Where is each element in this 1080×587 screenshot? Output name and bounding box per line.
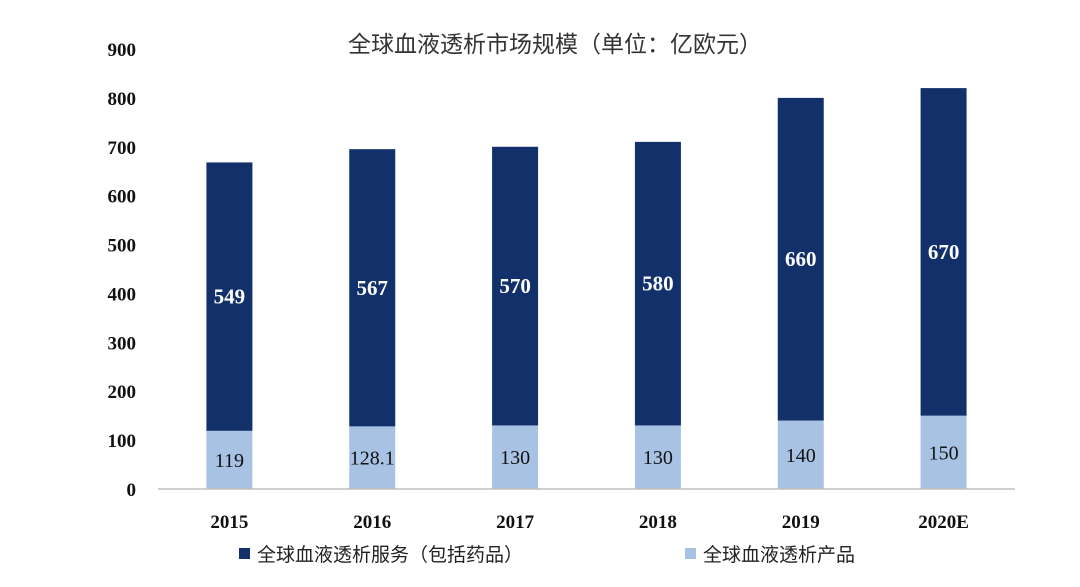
data-label-product: 128.1 — [350, 448, 395, 470]
data-label-product: 119 — [215, 450, 244, 472]
bar-service-2017 — [492, 146, 539, 426]
legend: 全球血液透析服务（包括药品） 全球血液透析产品 — [239, 544, 855, 566]
x-tick-label: 2015 — [210, 512, 248, 533]
x-tick-label: 2018 — [639, 512, 677, 533]
bar-product-2020E — [920, 415, 967, 489]
data-label-service: 567 — [357, 276, 389, 300]
y-tick-label: 600 — [108, 187, 137, 208]
legend-label: 全球血液透析服务（包括药品） — [257, 544, 523, 566]
legend-swatch — [685, 548, 696, 559]
chart-title: 全球血液透析市场规模（单位：亿欧元） — [348, 32, 762, 58]
legend-swatch — [239, 548, 250, 559]
data-label-product: 150 — [929, 442, 959, 464]
bar-service-2019 — [777, 97, 824, 421]
y-axis: 0 100 200 300 400 500 600 700 800 900 — [108, 40, 137, 501]
x-axis: 2015 2016 2017 2018 2019 2020E — [210, 512, 969, 533]
data-label-product: 140 — [786, 445, 816, 467]
x-tick-label: 2019 — [782, 512, 820, 533]
data-label-service: 570 — [499, 274, 531, 298]
data-label-service: 670 — [928, 240, 960, 264]
bar-product-2017 — [492, 425, 539, 489]
x-tick-label: 2020E — [918, 512, 969, 533]
y-tick-label: 300 — [108, 333, 137, 354]
x-tick-label: 2016 — [353, 512, 391, 533]
bar-product-2019 — [777, 420, 824, 489]
y-tick-label: 0 — [127, 480, 137, 501]
data-label-product: 130 — [500, 447, 530, 469]
data-label-product: 130 — [643, 447, 673, 469]
y-tick-label: 800 — [108, 89, 137, 110]
y-tick-label: 400 — [108, 284, 137, 305]
y-tick-label: 700 — [108, 138, 137, 159]
y-tick-label: 500 — [108, 236, 137, 257]
legend-label: 全球血液透析产品 — [703, 544, 855, 566]
bar-product-2015 — [206, 430, 253, 489]
y-tick-label: 100 — [108, 431, 137, 452]
data-label-service: 580 — [642, 272, 674, 296]
data-label-service: 660 — [785, 247, 817, 271]
y-tick-label: 200 — [108, 382, 137, 403]
data-label-service: 549 — [214, 285, 246, 309]
bar-service-2015 — [206, 162, 253, 431]
bar-service-2020E — [920, 88, 967, 416]
bar-service-2016 — [349, 149, 396, 427]
y-tick-label: 900 — [108, 40, 137, 61]
bar-product-2018 — [634, 425, 681, 489]
bar-product-2016 — [349, 426, 396, 489]
bar-service-2018 — [634, 141, 681, 426]
bars: 119 549 128.1 567 130 570 130 580 140 660 150 670 — [206, 88, 967, 489]
x-tick-label: 2017 — [496, 512, 535, 533]
